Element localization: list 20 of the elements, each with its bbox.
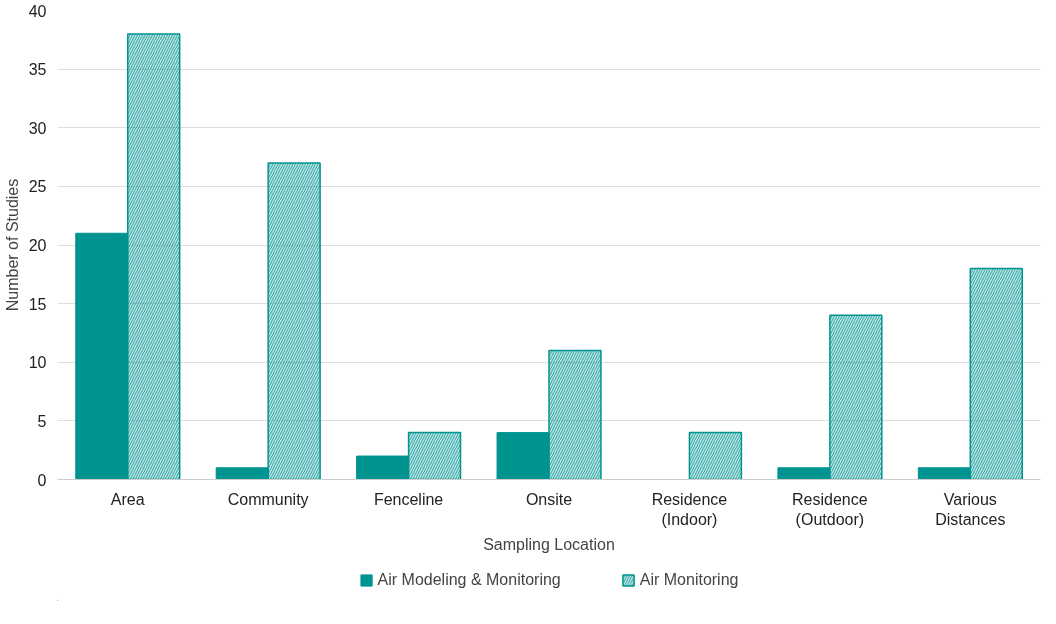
x-tick-label: Fenceline (373, 490, 444, 508)
x-tick-label: Various Distances (935, 490, 1006, 528)
y-tick-label: 30 (28, 119, 47, 137)
y-tick-label: 25 (28, 178, 47, 196)
legend-label: Air Modeling & Monitoring (377, 571, 561, 589)
x-tick-label: Onsite (525, 490, 573, 508)
y-axis-title: Number of Studies (3, 178, 21, 312)
y-tick-label: 20 (28, 237, 47, 254)
y-tick-label: 15 (28, 295, 47, 313)
y-tick-label: 35 (28, 61, 47, 79)
y-tick-label: 10 (28, 354, 47, 372)
y-tick-label: 0 (37, 471, 47, 489)
x-axis-title: Sampling Location (483, 535, 615, 553)
legend-label: Air Monitoring (639, 571, 739, 589)
x-tick-label: Residence (Indoor) (651, 490, 728, 528)
y-tick-label: 5 (37, 412, 47, 430)
x-tick-label: Area (110, 490, 145, 508)
y-tick-label: 40 (28, 2, 47, 20)
x-tick-label: Community (227, 490, 309, 508)
x-tick-label: Residence (Outdoor) (792, 490, 868, 528)
